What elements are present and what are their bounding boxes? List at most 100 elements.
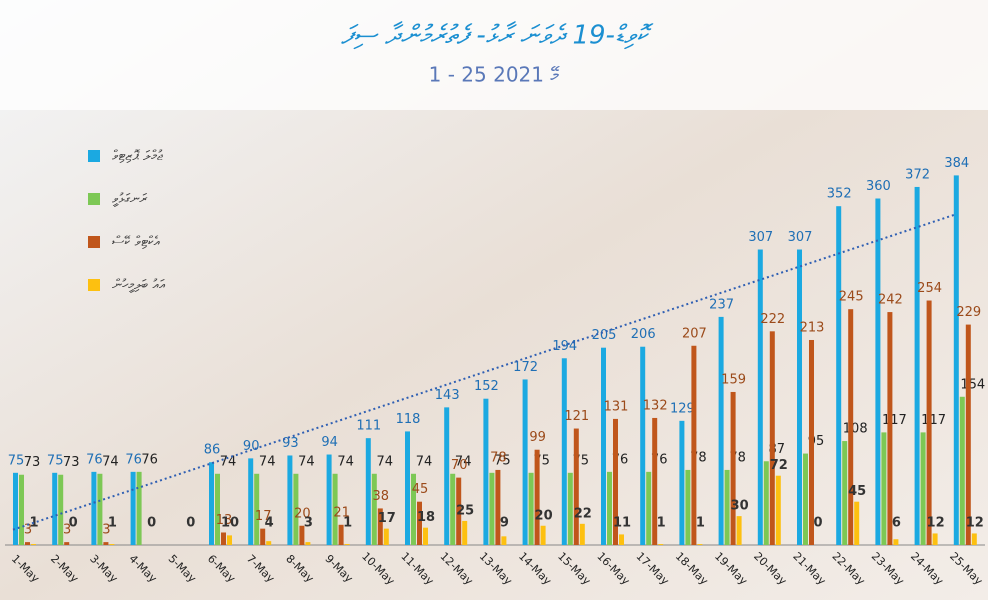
bar [130,471,136,545]
data-label: 129 [670,401,695,416]
bar [25,542,30,545]
bar [691,345,697,545]
legend-swatch [88,279,100,291]
data-label: 4 [265,516,274,531]
bar [932,533,938,545]
bar [462,520,468,545]
bar [371,473,377,545]
data-label: 172 [513,360,538,375]
bar [52,472,58,545]
bar [797,249,802,545]
bar [809,339,814,545]
bar [266,541,272,545]
bar [836,206,842,545]
bar [965,324,971,545]
bar [305,542,311,545]
legend-swatch [88,236,100,248]
bar [417,501,422,545]
data-label: 159 [721,372,746,387]
bar [91,471,97,545]
bar [775,475,781,545]
bar [411,473,416,545]
data-label: 72 [770,458,788,473]
data-label: 237 [709,297,734,312]
bar [567,472,573,545]
bar [365,438,371,545]
data-label: 1 [657,516,666,531]
data-label: 75 [494,453,511,468]
data-label: 73 [63,455,80,470]
data-label: 74 [220,454,237,469]
bar [227,535,232,545]
bar [495,469,501,545]
data-label: 360 [866,179,891,194]
bar [887,312,893,545]
data-label: 73 [24,455,41,470]
bar [926,300,932,545]
bar [914,186,920,545]
chart-title: ކޮވިޑް-19 ދެވަނަ ރާޅު- ފެތުރެމުންދާ ސިފަ [341,21,654,51]
bar [579,523,585,545]
bar [248,458,254,545]
bar [19,474,24,545]
data-label: 3 [102,523,110,538]
bar [260,528,266,545]
data-label: 12 [966,516,984,531]
bar [221,532,226,545]
data-label: 18 [417,510,435,525]
bar [613,418,618,545]
data-label: 207 [682,326,707,341]
bar [444,407,450,545]
bar [953,175,959,545]
bar [58,474,64,545]
data-label: 94 [321,435,338,450]
data-label: 1 [696,516,705,531]
bar [254,473,260,545]
data-label: 111 [356,419,381,434]
bar [730,391,736,545]
data-label: 78 [490,450,507,465]
bar [875,198,881,545]
data-label: 206 [631,327,656,342]
legend-label: އެކްޓިވް ކޭސް [112,234,161,250]
data-label: 194 [552,339,577,354]
bar [736,516,742,545]
bar [679,420,685,545]
data-label: 152 [474,379,499,394]
data-label: 0 [147,516,156,531]
data-label: 22 [574,506,592,521]
bar [97,473,103,545]
bar [299,525,305,545]
data-label: 17 [255,509,272,524]
bar [652,417,658,545]
legend-label: ޖުމްލަ ޕޮޒިޓިވް [112,148,163,164]
bar [534,449,540,545]
data-label: 0 [186,516,195,531]
data-label: 45 [848,484,866,499]
data-label: 74 [337,454,354,469]
bar [136,471,142,545]
data-label: 21 [333,505,350,520]
data-label: 20 [294,506,311,521]
bar [803,453,808,545]
bar [109,544,115,545]
bar [573,428,579,545]
bar [522,379,528,545]
data-label: 307 [788,230,813,245]
bar [561,358,567,545]
data-label: 10 [221,516,239,531]
data-label: 1 [29,516,38,531]
bar [215,473,220,545]
data-label: 25 [456,503,474,518]
trendline [12,214,955,531]
data-label: 86 [204,443,221,458]
data-label: 20 [535,508,553,523]
bar [607,471,612,545]
bar [685,469,691,545]
chart-subtitle: 1 - 25 މޭ 2021 [429,63,560,87]
bar [405,431,410,545]
data-label: 74 [377,454,394,469]
bar [489,472,495,545]
bar [501,536,507,545]
bar [332,473,338,545]
